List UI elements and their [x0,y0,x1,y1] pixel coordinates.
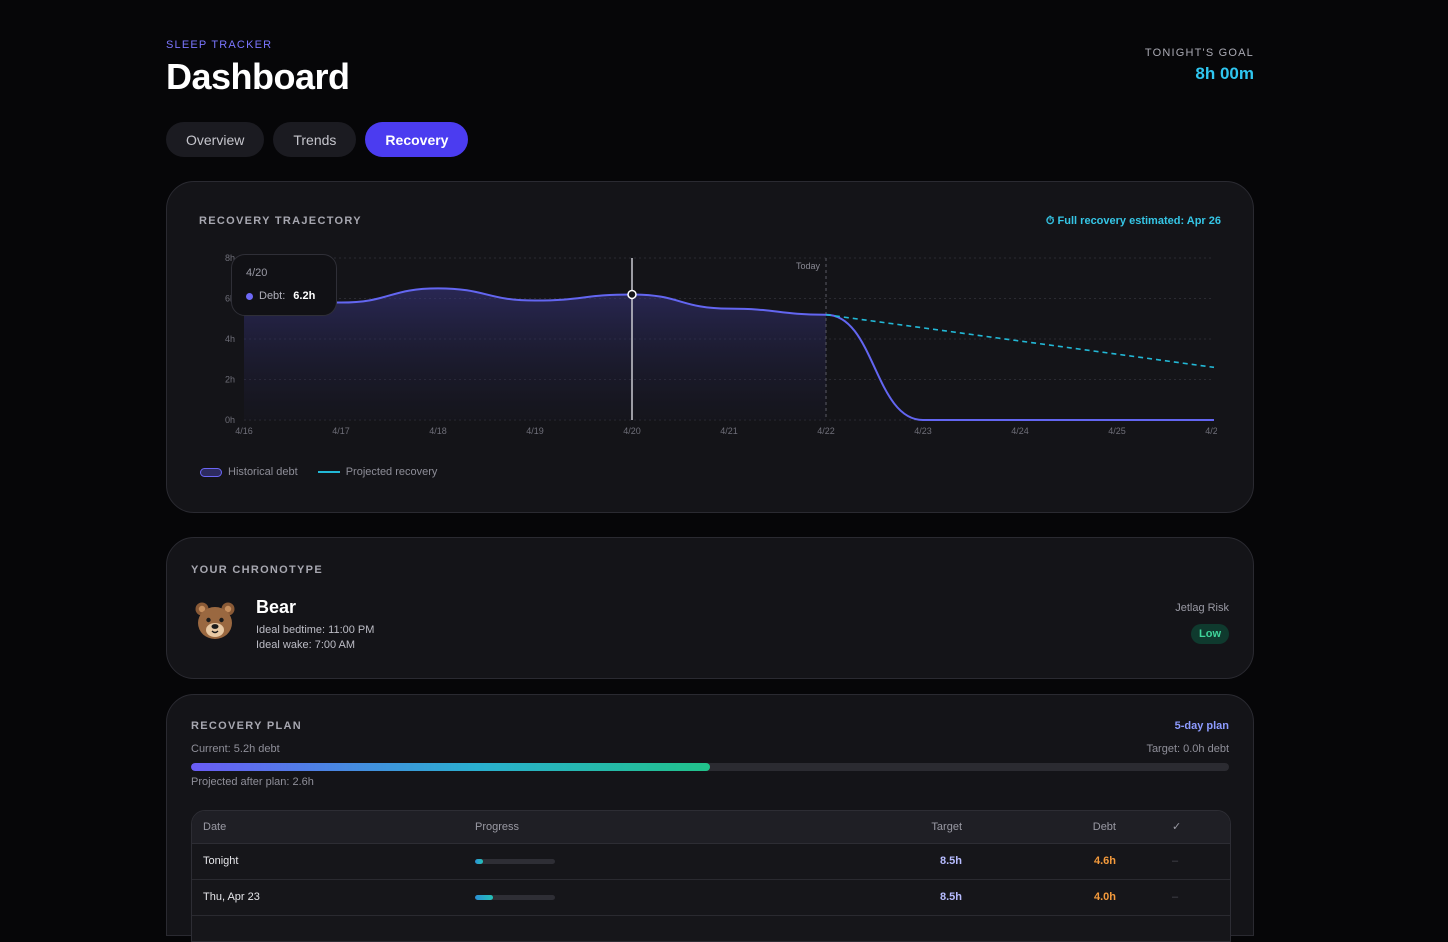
ideal-bedtime: Ideal bedtime: 11:00 PM [256,624,375,636]
x-tick-label: 4/22 [817,426,835,436]
col-debt: Debt [1092,821,1116,833]
chronotype-title: YOUR CHRONOTYPE [191,564,323,576]
recovery-estimate: ⏱ Full recovery estimated: Apr 26 [1045,215,1221,227]
y-tick-label: 6h [225,294,235,304]
plan-progress-fill [191,763,710,771]
chart-tooltip: 4/20 Debt: 6.2h [231,254,337,316]
tooltip-date: 4/20 [246,267,268,279]
tonight-goal: TONIGHT'S GOAL 8h 00m [1145,47,1254,84]
jetlag-risk-badge: Low [1191,624,1229,644]
row-progress-fill [475,859,483,864]
tab-recovery[interactable]: Recovery [365,122,469,157]
col-check: ✓ [1172,821,1182,833]
plan-length[interactable]: 5-day plan [1174,720,1229,732]
line-swatch-icon [317,471,340,473]
y-tick-label: 4h [225,334,235,344]
plan-title: RECOVERY PLAN [191,720,303,732]
x-axis: 4/16 4/17 4/18 4/19 4/20 4/21 4/22 4/23 4/24 4/25… [235,426,1217,436]
row-debt: 4.0h [1093,891,1116,903]
plan-table: Date Progress Target Debt ✓ Tonight 8.5h… [191,810,1231,942]
col-progress: Progress [475,821,520,833]
today-label: Today [796,261,821,271]
x-tick-label: 4/16 [235,426,253,436]
y-tick-label: 0h [225,415,235,425]
col-date: Date [203,821,227,833]
recovery-trajectory-card: RECOVERY TRAJECTORY ⏱ Full recovery esti… [166,181,1254,513]
historical-debt-line [244,287,1214,422]
row-check[interactable]: – [1172,855,1179,867]
tab-trends[interactable]: Trends [273,122,357,157]
x-tick-label: 4/19 [526,426,544,436]
bear-icon [195,602,235,639]
table-row[interactable]: Thu, Apr 23 8.5h 4.0h – [192,880,1230,916]
col-target: Target [931,821,962,833]
jetlag-risk-label: Jetlag Risk [1175,602,1229,614]
x-tick-label: 4/23 [914,426,932,436]
projected-recovery-line [825,313,1215,369]
plan-target: Target: 0.0h debt [1146,743,1229,755]
tab-bar: Overview Trends Recovery [166,122,469,157]
trajectory-title: RECOVERY TRAJECTORY [199,215,362,227]
tooltip-row: Debt: 6.2h [246,290,322,302]
legend-projected-label: Projected recovery [345,466,438,478]
legend-historical[interactable]: Historical debt [200,466,298,478]
recovery-plan-card: RECOVERY PLAN 5-day plan Current: 5.2h d… [166,694,1254,942]
ideal-wake: Ideal wake: 7:00 AM [256,639,356,651]
goal-label: TONIGHT'S GOAL [1144,47,1254,59]
row-progress [475,859,555,864]
x-tick-label: 4/26 [1205,426,1217,436]
x-tick-label: 4/24 [1011,426,1029,436]
y-tick-label: 8h [225,253,235,263]
chronotype-card: YOUR CHRONOTYPE Bear Ideal bedtime: 11:0… [166,537,1254,679]
x-tick-label: 4/17 [332,426,350,436]
row-target: 8.5h [939,855,962,867]
x-tick-label: 4/25 [1108,426,1126,436]
debt-dot-icon [246,292,253,300]
area-swatch-icon [200,467,222,477]
tooltip-value: 6.2h [293,290,316,302]
row-debt: 4.6h [1093,855,1116,867]
row-date: Thu, Apr 23 [203,891,260,903]
row-target: 8.5h [939,891,962,903]
row-progress [475,895,555,900]
tab-overview[interactable]: Overview [166,122,265,157]
plan-current: Current: 5.2h debt [191,743,280,755]
page-title: Dashboard [166,56,350,97]
table-header: Date Progress Target Debt ✓ [192,811,1230,844]
app-eyebrow: SLEEP TRACKER [166,39,273,51]
legend-projected[interactable]: Projected recovery [317,466,438,478]
y-tick-label: 2h [225,375,235,385]
row-progress-fill [475,895,493,900]
historical-debt-area [244,288,826,420]
x-tick-label: 4/21 [720,426,738,436]
goal-value: 8h 00m [1195,64,1254,83]
x-tick-label: 4/20 [623,426,641,436]
table-row[interactable]: Tonight 8.5h 4.6h – [192,844,1230,880]
tooltip-label: Debt: [259,290,286,302]
x-tick-label: 4/18 [429,426,447,436]
row-check[interactable]: – [1172,891,1179,903]
y-axis: 0h 2h 4h 6h 8h [225,253,235,425]
plan-progress-bar [191,763,1229,771]
highlight-point[interactable] [627,289,637,300]
chronotype-name: Bear [256,597,297,617]
plan-projected: Projected after plan: 2.6h [191,776,314,788]
chart-legend: Historical debt Projected recovery [200,466,437,478]
row-date: Tonight [203,855,239,867]
legend-historical-label: Historical debt [228,466,298,478]
